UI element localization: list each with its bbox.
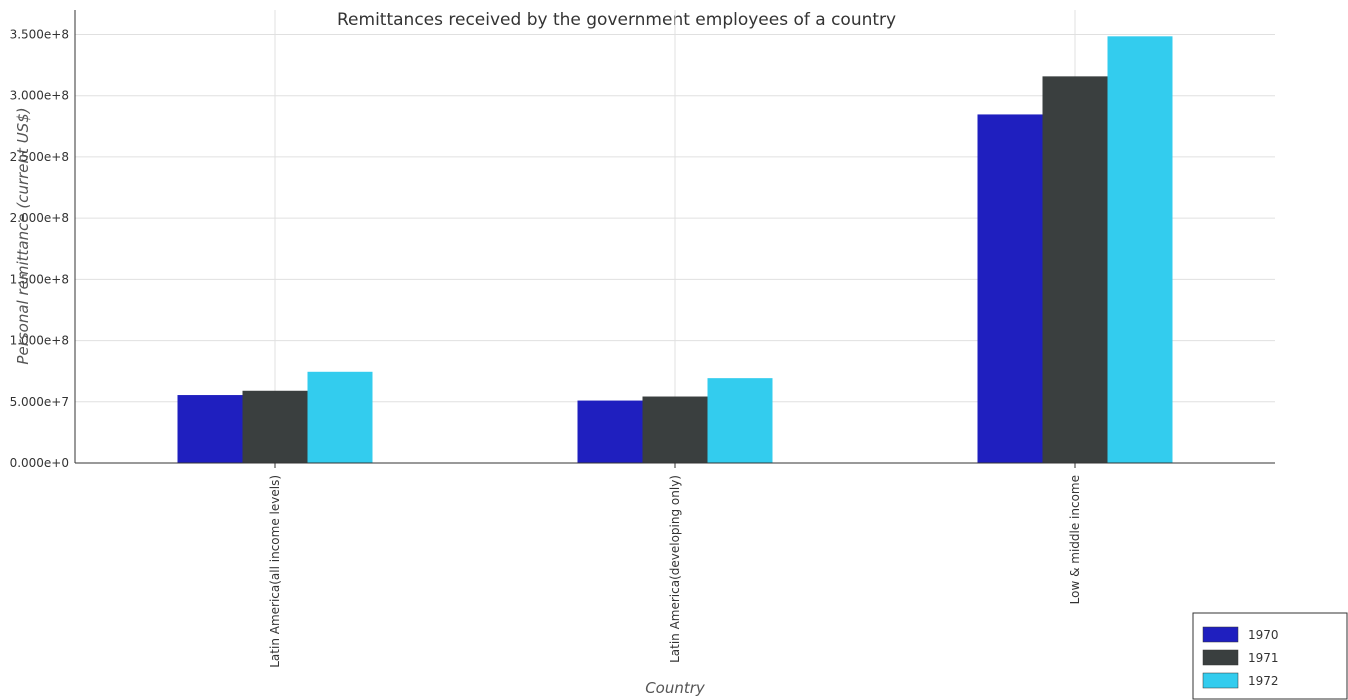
bar-1972 bbox=[707, 378, 773, 463]
legend-label-1971: 1971 bbox=[1248, 651, 1279, 665]
y-tick-label: 2.000e+8 bbox=[10, 211, 69, 225]
y-tick-labels: 0.000e+0 5.000e+7 1.000e+8 1.500e+8 2.000e+8… bbox=[10, 27, 69, 470]
bar-1970 bbox=[977, 114, 1043, 463]
y-tick-label: 1.000e+8 bbox=[10, 334, 69, 348]
bar-1970 bbox=[577, 400, 643, 463]
legend-swatch-1971 bbox=[1202, 649, 1239, 666]
legend-label-1970: 1970 bbox=[1248, 628, 1279, 642]
legend-label-1972: 1972 bbox=[1248, 674, 1279, 688]
x-tick-labels: Latin America(all income levels) Latin Am… bbox=[268, 463, 1082, 668]
y-tick-label: 2.500e+8 bbox=[10, 150, 69, 164]
y-tick-label: 0.000e+0 bbox=[10, 456, 69, 470]
x-tick-label: Low & middle income bbox=[1068, 475, 1082, 604]
bar-1972 bbox=[307, 371, 373, 463]
bar-1971 bbox=[242, 390, 308, 463]
x-tick-label: Latin America(developing only) bbox=[668, 475, 682, 663]
bar-1970 bbox=[177, 395, 243, 463]
y-axis-label: Personal remittance (current US$) bbox=[14, 107, 32, 364]
y-tick-label: 1.500e+8 bbox=[10, 272, 69, 286]
bar-1972 bbox=[1107, 36, 1173, 464]
bar-1971 bbox=[1042, 76, 1108, 464]
bars bbox=[177, 36, 1173, 464]
bar-1971 bbox=[642, 396, 708, 463]
legend-swatch-1972 bbox=[1202, 672, 1239, 689]
y-tick-label: 3.000e+8 bbox=[10, 89, 69, 103]
x-tick-label: Latin America(all income levels) bbox=[268, 475, 282, 668]
legend-swatch-1970 bbox=[1202, 626, 1239, 643]
x-axis-label: Country bbox=[645, 679, 706, 697]
y-tick-label: 3.500e+8 bbox=[10, 27, 69, 41]
y-tick-label: 5.000e+7 bbox=[10, 395, 69, 409]
legend: 1970 1971 1972 bbox=[1192, 612, 1348, 700]
chart-title: Remittances received by the government e… bbox=[337, 10, 896, 30]
